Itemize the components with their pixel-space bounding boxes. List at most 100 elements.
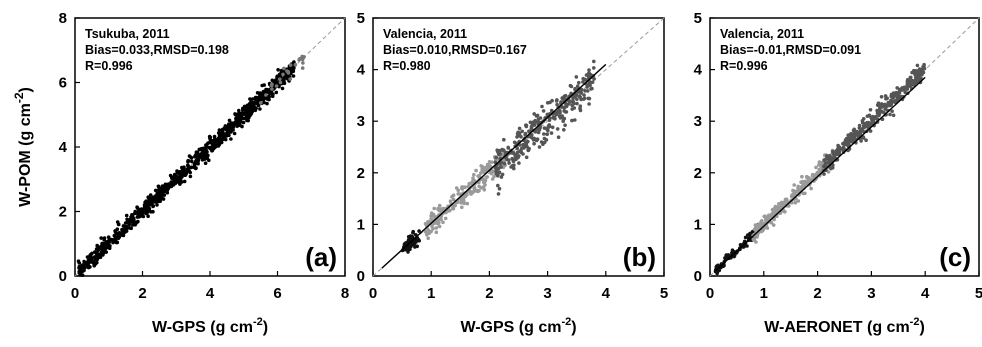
data-point — [235, 118, 239, 122]
data-point — [128, 226, 133, 230]
data-point — [517, 126, 522, 131]
data-point — [120, 228, 125, 232]
data-point — [511, 150, 516, 155]
data-point — [151, 198, 155, 202]
data-point — [889, 103, 893, 107]
data-point — [193, 154, 197, 159]
data-point — [242, 116, 246, 121]
data-point — [157, 184, 161, 189]
data-point — [517, 161, 521, 165]
y-axis-label: W-POM (g cm-2) — [12, 87, 34, 207]
data-point — [300, 66, 305, 70]
data-point — [532, 123, 537, 127]
data-point — [770, 212, 774, 216]
data-point — [879, 102, 884, 106]
x-axis-label: W-AERONET (g cm-2) — [764, 316, 925, 336]
data-point — [293, 62, 298, 67]
data-point — [572, 106, 577, 110]
data-point — [229, 121, 234, 125]
data-point — [560, 96, 564, 100]
data-point — [205, 156, 210, 161]
data-point — [864, 138, 868, 142]
data-point — [758, 222, 762, 226]
data-point — [270, 78, 275, 83]
data-point — [751, 237, 756, 242]
data-point — [912, 68, 916, 73]
data-point — [512, 140, 517, 145]
data-point — [434, 226, 439, 230]
data-point — [211, 142, 215, 147]
data-point — [845, 141, 849, 146]
data-point — [526, 139, 530, 144]
data-point — [563, 93, 568, 98]
panel-label: (b) — [623, 242, 656, 272]
data-point — [772, 217, 776, 222]
data-point — [857, 123, 862, 128]
data-point — [547, 123, 551, 127]
data-point — [569, 84, 574, 89]
data-point — [155, 203, 159, 207]
panel-label: (a) — [305, 242, 337, 272]
data-point — [571, 98, 575, 103]
data-point — [861, 124, 866, 128]
y-tick-label: 8 — [59, 10, 67, 27]
data-point — [570, 118, 574, 123]
data-point — [426, 236, 431, 241]
data-point — [210, 148, 215, 153]
data-point — [535, 137, 539, 142]
data-point — [147, 199, 151, 203]
data-point — [443, 216, 448, 221]
data-point — [843, 138, 848, 142]
data-point — [271, 92, 275, 96]
data-point — [427, 231, 432, 235]
data-point — [550, 125, 555, 130]
data-point — [453, 203, 457, 208]
data-point — [765, 216, 770, 221]
data-point — [121, 233, 126, 238]
x-tick-label: 1 — [427, 285, 435, 302]
data-point — [777, 202, 781, 206]
data-point — [463, 185, 467, 189]
data-point — [771, 223, 776, 227]
data-point — [583, 89, 587, 93]
data-point — [554, 99, 559, 103]
y-tick-label: 3 — [694, 113, 702, 130]
data-point — [571, 96, 575, 100]
data-point — [117, 231, 121, 235]
data-point — [545, 132, 549, 136]
data-point — [482, 188, 487, 192]
data-point — [537, 145, 542, 149]
data-point — [471, 176, 475, 180]
data-point — [203, 154, 207, 158]
data-point — [104, 250, 108, 254]
data-point — [511, 159, 516, 163]
data-point — [555, 127, 560, 131]
data-point — [883, 102, 887, 107]
data-point — [502, 137, 506, 142]
data-point — [83, 261, 88, 265]
data-point — [908, 80, 912, 85]
data-point — [175, 176, 179, 180]
stats-annotation: Bias=0.010,RMSD=0.167 — [383, 43, 527, 57]
data-point — [834, 149, 839, 153]
data-point — [738, 243, 743, 247]
data-point — [469, 192, 473, 196]
data-point — [575, 101, 579, 106]
data-point — [587, 96, 592, 101]
data-point — [899, 94, 903, 99]
data-point — [501, 148, 506, 152]
data-point — [176, 179, 181, 183]
data-point — [588, 81, 592, 86]
data-point — [165, 190, 170, 195]
data-point — [250, 97, 255, 101]
x-tick-label: 4 — [602, 285, 611, 302]
data-point — [262, 83, 267, 87]
data-point — [805, 181, 809, 186]
data-point — [568, 100, 572, 104]
data-point — [796, 189, 800, 194]
data-point — [437, 224, 442, 229]
data-point — [184, 169, 188, 174]
data-point — [531, 138, 536, 142]
data-point — [538, 125, 543, 130]
data-point — [521, 142, 525, 147]
